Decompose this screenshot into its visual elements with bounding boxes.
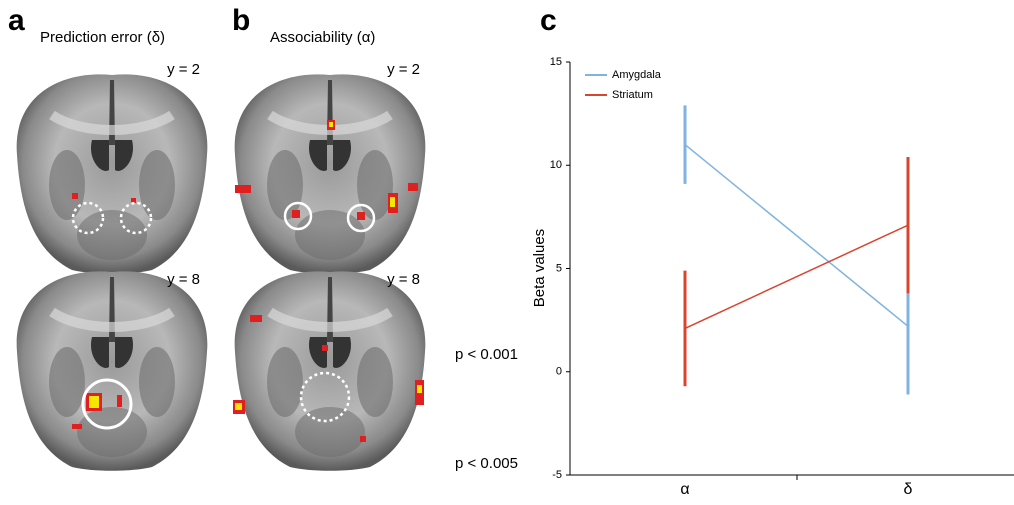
y-tick-label: 10 bbox=[550, 159, 562, 171]
activation bbox=[72, 193, 78, 199]
panel-title: Associability (α) bbox=[270, 29, 375, 46]
activation bbox=[360, 436, 366, 442]
y-tick-label: 0 bbox=[556, 366, 562, 378]
slice-label: y = 2 bbox=[387, 61, 420, 78]
panel-letter: c bbox=[540, 4, 557, 37]
panel-b: b Associability (α) y = 2 y = 8 bbox=[232, 4, 425, 471]
activation bbox=[292, 210, 300, 218]
brain-slice bbox=[17, 74, 208, 273]
threshold-label: p < 0.005 bbox=[455, 455, 518, 472]
activation bbox=[322, 345, 328, 351]
activation bbox=[235, 403, 242, 410]
brain-slice bbox=[17, 271, 208, 470]
activation bbox=[89, 396, 99, 408]
x-tick-label: α bbox=[680, 481, 689, 498]
activation bbox=[329, 122, 333, 127]
activation bbox=[235, 185, 251, 193]
slice-label: y = 2 bbox=[167, 61, 200, 78]
y-tick-label: 15 bbox=[550, 56, 562, 68]
activation bbox=[250, 315, 262, 322]
legend-label: Amygdala bbox=[612, 69, 662, 81]
activation bbox=[390, 197, 395, 207]
slice-label: y = 8 bbox=[167, 271, 200, 288]
y-tick-label: 5 bbox=[556, 262, 562, 274]
legend-label: Striatum bbox=[612, 89, 653, 101]
activation bbox=[417, 385, 422, 393]
threshold-label: p < 0.001 bbox=[455, 346, 518, 363]
panel-letter: a bbox=[8, 4, 25, 37]
y-axis-label: Beta values bbox=[531, 229, 548, 307]
brain-slice bbox=[235, 74, 426, 273]
activation bbox=[357, 212, 365, 220]
y-tick-label: -5 bbox=[552, 469, 562, 481]
figure: a Prediction error (δ) y = 2 y = 8 b Ass… bbox=[0, 0, 1014, 500]
activation bbox=[117, 395, 122, 407]
panel-title: Prediction error (δ) bbox=[40, 29, 165, 46]
x-tick-label: δ bbox=[904, 481, 913, 498]
brain-slice bbox=[235, 271, 426, 470]
panel-a: a Prediction error (δ) y = 2 y = 8 bbox=[8, 4, 207, 471]
activation bbox=[72, 424, 82, 429]
panel-letter: b bbox=[232, 4, 250, 37]
activation bbox=[408, 183, 418, 191]
series-line bbox=[685, 145, 908, 327]
series-line bbox=[685, 225, 908, 328]
slice-label: y = 8 bbox=[387, 271, 420, 288]
